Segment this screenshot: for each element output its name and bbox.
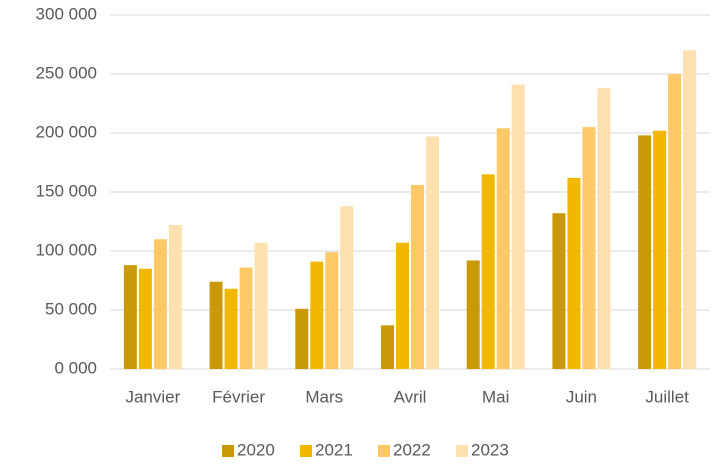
bar bbox=[123, 265, 137, 369]
bar bbox=[481, 174, 495, 369]
x-tick-label: Juillet bbox=[645, 387, 689, 406]
bar bbox=[411, 184, 424, 369]
bar bbox=[683, 50, 697, 370]
bar bbox=[496, 128, 510, 369]
legend-swatch bbox=[300, 445, 312, 457]
bar bbox=[426, 136, 439, 369]
legend-label: 2022 bbox=[393, 440, 431, 459]
y-tick-label: 0 000 bbox=[54, 358, 97, 377]
bar bbox=[653, 130, 667, 369]
legend-label: 2020 bbox=[237, 440, 275, 459]
bar bbox=[466, 260, 480, 369]
legend-swatch bbox=[456, 445, 468, 457]
bar bbox=[295, 308, 309, 369]
x-tick-label: Février bbox=[212, 387, 265, 406]
bar bbox=[552, 213, 566, 369]
bar bbox=[668, 74, 682, 369]
legend-swatch bbox=[378, 445, 390, 457]
bar bbox=[239, 267, 253, 369]
bar bbox=[396, 242, 409, 369]
y-tick-label: 100 000 bbox=[36, 240, 97, 259]
bar bbox=[638, 135, 652, 369]
y-tick-label: 150 000 bbox=[36, 181, 97, 200]
bar bbox=[582, 127, 596, 369]
x-tick-label: Janvier bbox=[125, 387, 180, 406]
y-tick-label: 300 000 bbox=[36, 4, 97, 23]
legend-label: 2021 bbox=[315, 440, 353, 459]
bar bbox=[340, 206, 354, 369]
bar bbox=[138, 268, 152, 369]
bar bbox=[325, 252, 339, 369]
y-tick-label: 50 000 bbox=[45, 299, 97, 318]
bar bbox=[168, 225, 182, 369]
bar bbox=[224, 288, 238, 369]
bar bbox=[511, 84, 525, 370]
x-tick-label: Juin bbox=[566, 387, 597, 406]
bar bbox=[254, 242, 268, 369]
y-tick-label: 200 000 bbox=[36, 122, 97, 141]
bar bbox=[567, 177, 581, 369]
y-tick-label: 250 000 bbox=[36, 63, 97, 82]
bar bbox=[209, 281, 223, 369]
legend-swatch bbox=[222, 445, 234, 457]
bar bbox=[153, 239, 167, 369]
x-tick-label: Avril bbox=[394, 387, 427, 406]
x-tick-label: Mars bbox=[305, 387, 343, 406]
x-tick-label: Mai bbox=[482, 387, 509, 406]
bar bbox=[381, 325, 394, 369]
bar bbox=[597, 88, 611, 369]
bar bbox=[310, 261, 324, 369]
legend-label: 2023 bbox=[471, 440, 509, 459]
